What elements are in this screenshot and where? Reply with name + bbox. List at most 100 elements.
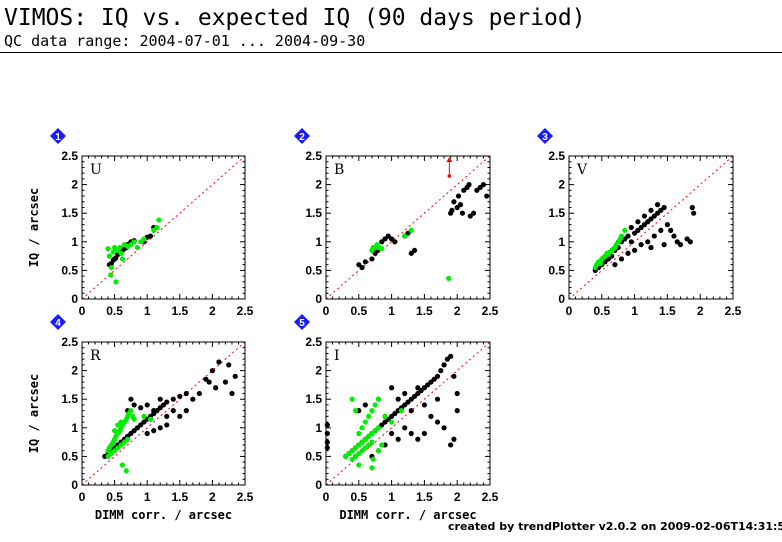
title-rule <box>0 52 782 53</box>
plot-frame <box>81 341 246 486</box>
data-point-black <box>618 256 625 262</box>
data-point-black <box>691 210 697 216</box>
y-tick-label: 2.5 <box>548 149 565 163</box>
data-point-green <box>156 217 162 223</box>
data-point-black <box>459 210 466 216</box>
data-point-black <box>369 256 375 262</box>
data-point-black <box>411 247 418 253</box>
data-point-black <box>324 422 330 428</box>
data-point-green <box>134 244 141 251</box>
data-point-black <box>408 408 414 414</box>
x-tick-label: 1 <box>388 490 395 504</box>
plot-panel-1: 00 0.5 0.5 1 1 1.5 1.5 2 2 2.5 2.5 U 1 IQ / arcsec <box>27 128 254 318</box>
data-point-black <box>628 239 634 245</box>
data-point-black <box>151 408 157 414</box>
plot-panel-3: 00 0.5 0.5 1 1 1.5 1.5 2 2 2.5 2.5 V 3 <box>537 128 742 318</box>
data-point-black <box>635 219 641 225</box>
filter-label: B <box>334 162 344 178</box>
data-point-black <box>362 259 368 265</box>
data-point-black <box>434 419 441 425</box>
data-point-black <box>402 425 408 431</box>
data-point-green <box>375 396 382 402</box>
data-point-black <box>209 368 215 374</box>
y-tick-label: 1 <box>558 235 565 249</box>
data-point-black <box>170 396 176 402</box>
data-point-black <box>415 385 421 391</box>
y-tick-label: 1.5 <box>61 392 78 406</box>
x-tick-label: 1.5 <box>171 490 188 504</box>
data-point-green <box>147 416 154 422</box>
data-point-black <box>151 428 157 434</box>
data-point-green <box>108 272 114 278</box>
y-tick-label: 2 <box>558 178 565 192</box>
data-point-green <box>622 227 628 233</box>
y-tick-label: 2 <box>315 364 322 378</box>
page-title: VIMOS: IQ vs. expected IQ (90 days perio… <box>4 5 586 31</box>
data-point-black <box>484 193 490 199</box>
data-point-green <box>408 227 414 233</box>
data-point-green <box>362 419 368 425</box>
data-point-black <box>131 402 137 408</box>
y-tick-label: 0.5 <box>305 263 322 277</box>
data-point-black <box>449 207 455 213</box>
y-tick-label: 2 <box>71 364 78 378</box>
y-tick-label: 1.5 <box>305 392 322 406</box>
data-point-black <box>421 402 427 408</box>
data-point-green <box>349 396 355 402</box>
data-point-green <box>369 439 375 445</box>
data-point-black <box>612 262 618 268</box>
data-point-green <box>119 256 126 262</box>
y-tick-label: 1 <box>71 421 78 435</box>
data-point-black <box>641 213 648 219</box>
data-point-black <box>668 227 674 233</box>
plot-frame <box>325 341 491 486</box>
data-point-black <box>177 413 183 419</box>
data-point-black <box>408 430 414 437</box>
data-point-black <box>454 390 460 397</box>
data-point-black <box>448 353 454 359</box>
data-point-green <box>154 224 160 231</box>
y-tick-label: 2 <box>71 178 78 192</box>
data-point-green <box>398 408 405 414</box>
data-point-black <box>677 242 684 248</box>
data-point-black <box>395 436 401 442</box>
data-point-black <box>466 182 472 188</box>
data-point-green <box>118 250 124 256</box>
x-tick-label: 2 <box>209 304 216 318</box>
y-tick-label: 1 <box>71 235 78 249</box>
data-point-black <box>164 399 170 405</box>
upper-limit-point <box>447 174 452 178</box>
data-point-green <box>402 233 408 239</box>
data-point-green <box>105 246 111 252</box>
data-point-green <box>106 253 112 259</box>
data-point-black <box>451 436 457 442</box>
data-point-green <box>389 419 395 425</box>
data-point-black <box>164 413 170 419</box>
x-tick-label: 2.5 <box>237 304 254 318</box>
data-point-black <box>190 396 196 402</box>
y-tick-label: 2.5 <box>305 149 322 163</box>
y-tick-label: 2.5 <box>61 335 78 349</box>
data-point-black <box>651 233 657 239</box>
data-point-black <box>183 408 189 414</box>
y-tick-label: 0.5 <box>61 449 78 463</box>
data-point-green <box>110 249 116 255</box>
data-point-green <box>119 462 126 468</box>
panel-badge-number: 1 <box>55 132 61 143</box>
data-point-black <box>648 244 654 251</box>
data-point-black <box>451 373 457 379</box>
filter-label: I <box>334 348 340 364</box>
panel-badge-number: 3 <box>542 132 548 143</box>
x-axis-label: DIMM corr. / arcsec <box>95 508 232 522</box>
data-point-green <box>359 425 365 431</box>
data-point-black <box>324 439 330 445</box>
data-point-green <box>369 408 375 414</box>
data-point-black <box>183 390 189 397</box>
x-tick-label: 2.5 <box>725 304 742 318</box>
data-point-black <box>196 390 202 397</box>
data-point-black <box>147 233 154 239</box>
data-point-black <box>434 396 441 402</box>
x-tick-label: 2 <box>209 490 216 504</box>
panel-badge-icon <box>537 128 553 144</box>
